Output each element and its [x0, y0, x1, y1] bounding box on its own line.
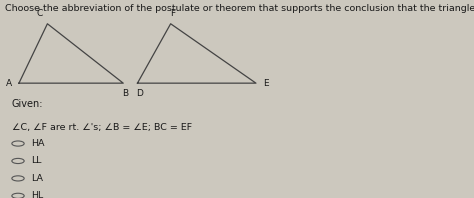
Text: E: E	[263, 79, 269, 88]
Text: F: F	[171, 9, 175, 18]
Text: Choose the abbreviation of the postulate or theorem that supports the conclusion: Choose the abbreviation of the postulate…	[5, 4, 474, 13]
Text: Given:: Given:	[12, 99, 43, 109]
Text: C: C	[36, 9, 43, 18]
Text: LA: LA	[31, 174, 43, 183]
Text: LL: LL	[31, 156, 41, 166]
Text: HL: HL	[31, 191, 43, 198]
Text: ∠C, ∠F are rt. ∠'s; ∠B = ∠E; BC = EF: ∠C, ∠F are rt. ∠'s; ∠B = ∠E; BC = EF	[12, 123, 192, 132]
Text: HA: HA	[31, 139, 44, 148]
Text: B: B	[123, 89, 128, 98]
Text: A: A	[6, 79, 12, 88]
Text: D: D	[137, 89, 143, 98]
